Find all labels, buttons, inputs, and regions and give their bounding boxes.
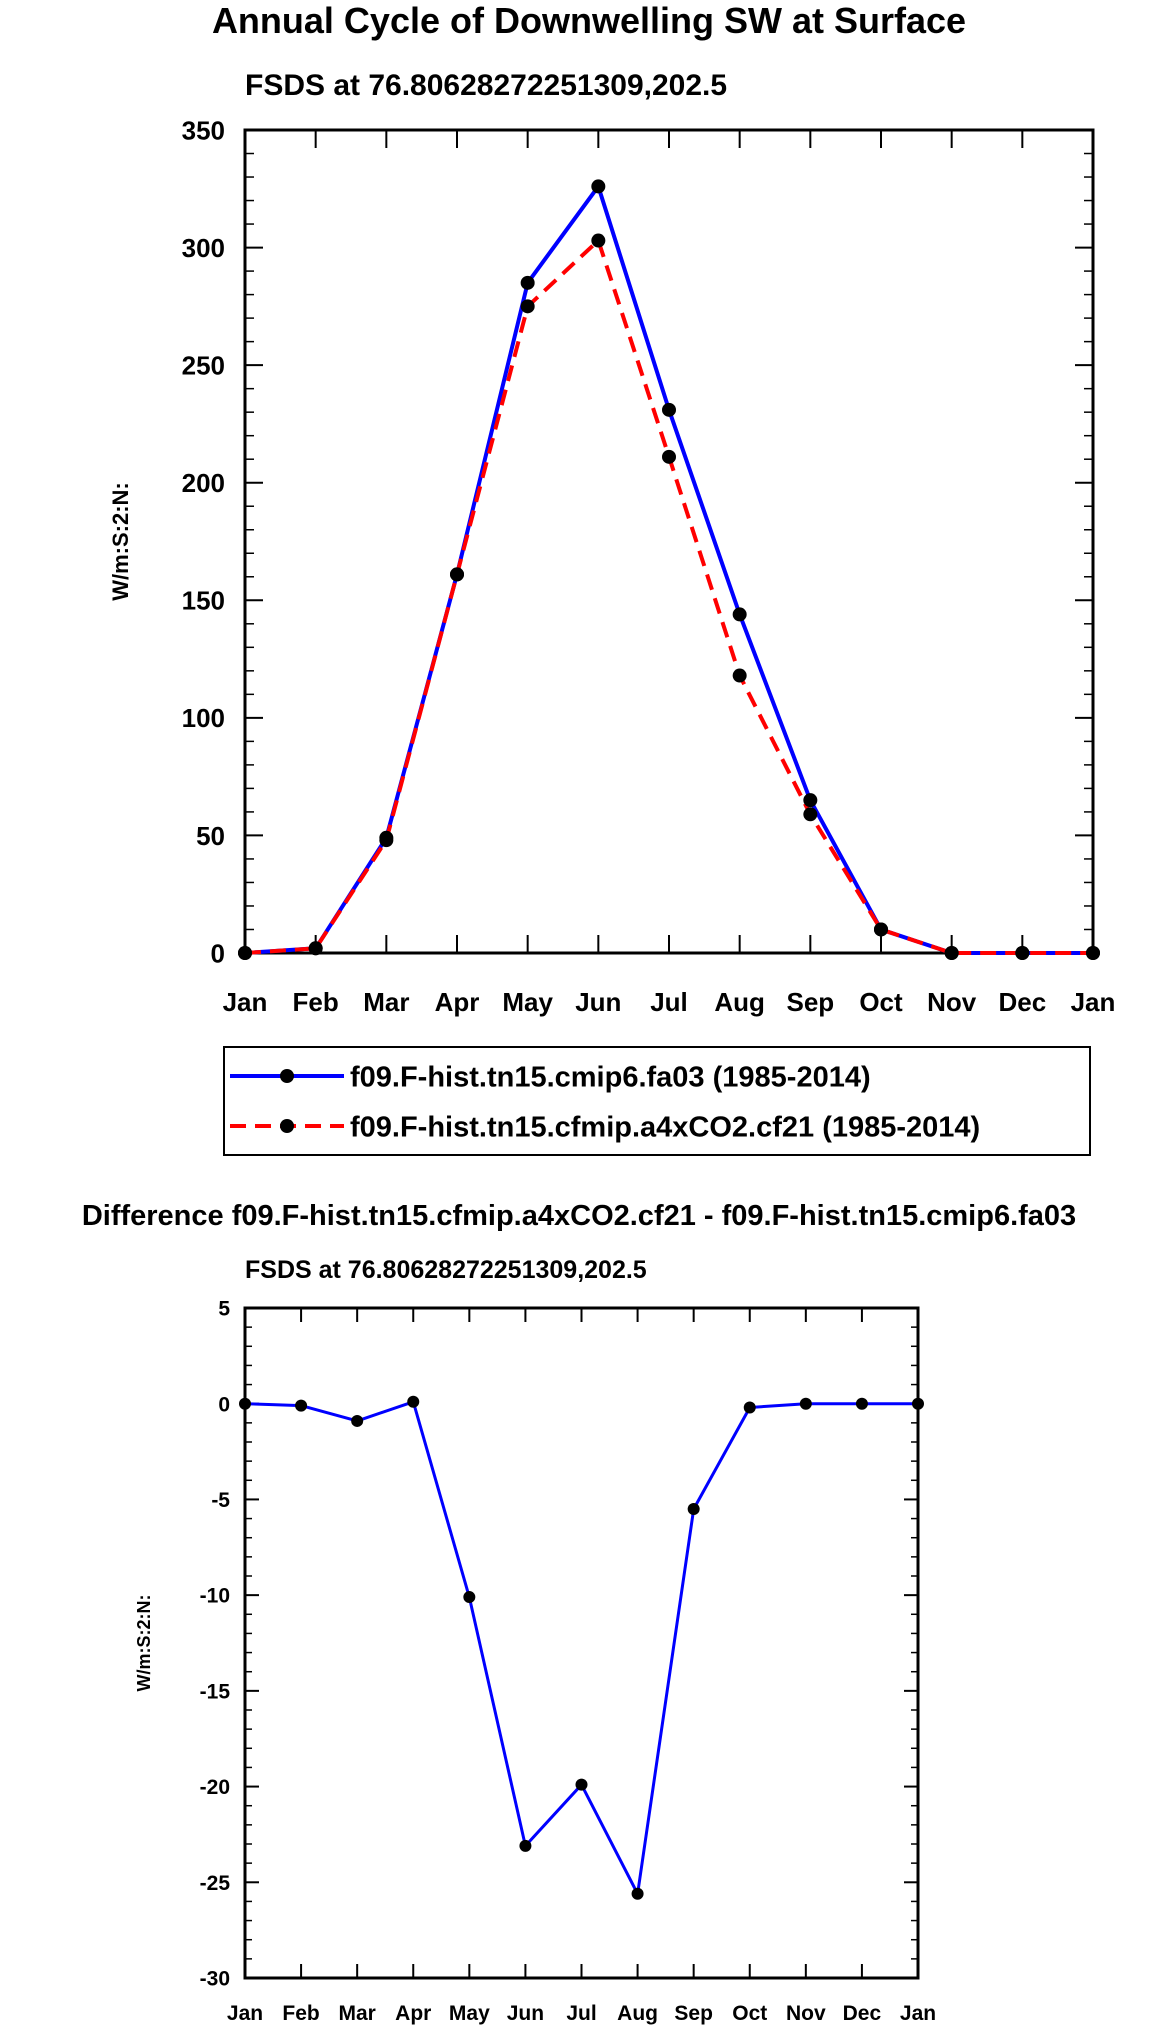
data-point-series-2 xyxy=(308,941,323,956)
legend-marker-1 xyxy=(280,1069,294,1083)
data-point-series-2 xyxy=(1015,946,1030,960)
data-point-series-1 xyxy=(239,1397,251,1410)
legend-entry-2: f09.F-hist.tn15.cfmip.a4xCO2.cf21 (1985-… xyxy=(350,1111,980,1143)
plot-frame xyxy=(243,1306,920,1980)
y-tick-label: 50 xyxy=(196,821,225,851)
chart-subtitle: FSDS at 76.80628272251309,202.5 xyxy=(245,69,727,102)
data-point-series-1 xyxy=(520,275,535,290)
data-point-series-1 xyxy=(351,1414,364,1427)
x-tick-label: Jan xyxy=(1071,987,1116,1017)
data-point-series-1 xyxy=(687,1503,700,1515)
data-point-series-2 xyxy=(732,668,747,683)
series-line-2 xyxy=(244,238,1093,955)
data-point-series-1 xyxy=(743,1401,756,1414)
x-tick-label: Sep xyxy=(674,2002,713,2025)
x-tick-label: Nov xyxy=(786,2002,826,2025)
data-point-series-1 xyxy=(803,793,818,808)
data-point-series-2 xyxy=(379,833,394,848)
chart-title: Annual Cycle of Downwelling SW at Surfac… xyxy=(212,0,966,41)
y-tick-label: 100 xyxy=(182,703,225,733)
x-tick-label: May xyxy=(449,2002,490,2025)
data-point-series-1 xyxy=(662,402,676,417)
data-point-series-1 xyxy=(575,1778,588,1791)
y-tick-label: 300 xyxy=(182,233,225,263)
legend-marker-2 xyxy=(280,1119,294,1133)
y-tick-label: 350 xyxy=(182,115,225,145)
y-tick-label: 200 xyxy=(182,468,225,498)
plot-frame xyxy=(243,128,1095,955)
y-tick-label: 5 xyxy=(218,1298,230,1321)
x-tick-label: Dec xyxy=(998,987,1046,1017)
series-line-1 xyxy=(244,1400,918,1896)
data-point-series-2 xyxy=(1086,946,1100,960)
data-point-series-1 xyxy=(519,1839,532,1852)
x-tick-label: Jan xyxy=(900,2002,936,2025)
x-tick-label: Feb xyxy=(282,2002,319,2025)
x-tick-label: Jan xyxy=(223,987,268,1017)
y-axis-label: W/m:S:2:N: xyxy=(134,1595,154,1692)
x-tick-label: Sep xyxy=(786,987,834,1017)
annual-cycle-chart: Annual Cycle of Downwelling SW at Surfac… xyxy=(108,0,1116,1156)
data-point-series-1 xyxy=(912,1397,924,1410)
y-tick-label: 150 xyxy=(182,586,225,616)
x-tick-label: Jul xyxy=(566,2002,596,2025)
data-point-series-2 xyxy=(662,449,676,464)
data-point-series-1 xyxy=(591,179,606,194)
data-point-series-2 xyxy=(238,946,252,960)
data-point-series-2 xyxy=(874,922,888,937)
x-tick-label: Jul xyxy=(650,987,688,1017)
series-line-1 xyxy=(244,184,1093,955)
y-tick-label: -20 xyxy=(200,1776,230,1799)
data-point-series-1 xyxy=(295,1399,308,1412)
x-tick-label: Dec xyxy=(843,2002,882,2025)
x-tick-label: Mar xyxy=(338,2002,375,2025)
y-axis-label: W/m:S:2:N: xyxy=(108,482,133,601)
y-tick-label: -5 xyxy=(211,1489,230,1512)
y-tick-label: -25 xyxy=(200,1872,231,1895)
x-tick-label: Apr xyxy=(435,987,480,1017)
y-tick-label: -10 xyxy=(200,1585,230,1608)
legend: f09.F-hist.tn15.cmip6.fa03 (1985-2014) f0… xyxy=(223,1046,1091,1156)
x-tick-label: May xyxy=(502,987,553,1017)
legend-entry-1: f09.F-hist.tn15.cmip6.fa03 (1985-2014) xyxy=(350,1061,871,1093)
data-point-series-1 xyxy=(631,1887,644,1900)
x-tick-label: Mar xyxy=(363,987,409,1017)
x-tick-label: Aug xyxy=(714,987,765,1017)
y-tick-label: 0 xyxy=(211,938,225,968)
chart-subtitle: FSDS at 76.80628272251309,202.5 xyxy=(245,1256,647,1284)
chart-title: Difference f09.F-hist.tn15.cfmip.a4xCO2.… xyxy=(82,1200,1076,1232)
y-tick-label: -30 xyxy=(200,1968,230,1991)
data-point-series-2 xyxy=(591,233,606,248)
data-point-series-2 xyxy=(803,807,818,822)
data-point-series-1 xyxy=(855,1397,868,1410)
data-point-series-1 xyxy=(407,1395,420,1408)
x-tick-label: Aug xyxy=(617,2002,658,2025)
data-point-series-1 xyxy=(463,1591,476,1604)
legend-box xyxy=(223,1046,1091,1156)
y-tick-label: 250 xyxy=(182,351,225,381)
x-tick-label: Apr xyxy=(395,2002,431,2025)
difference-chart: Difference f09.F-hist.tn15.cfmip.a4xCO2.… xyxy=(82,1200,1076,2025)
x-tick-label: Nov xyxy=(927,987,977,1017)
data-point-series-1 xyxy=(799,1397,812,1410)
x-tick-label: Feb xyxy=(293,987,339,1017)
data-point-series-2 xyxy=(944,946,959,960)
x-tick-label: Jan xyxy=(227,2002,263,2025)
data-point-series-2 xyxy=(520,299,535,314)
data-point-series-1 xyxy=(732,607,747,622)
x-tick-label: Oct xyxy=(859,987,903,1017)
x-tick-label: Jun xyxy=(575,987,621,1017)
data-point-series-2 xyxy=(450,567,464,582)
x-tick-label: Jun xyxy=(507,2002,544,2025)
y-tick-label: -15 xyxy=(200,1680,231,1703)
y-tick-label: 0 xyxy=(218,1393,230,1416)
x-tick-label: Oct xyxy=(732,2002,767,2025)
